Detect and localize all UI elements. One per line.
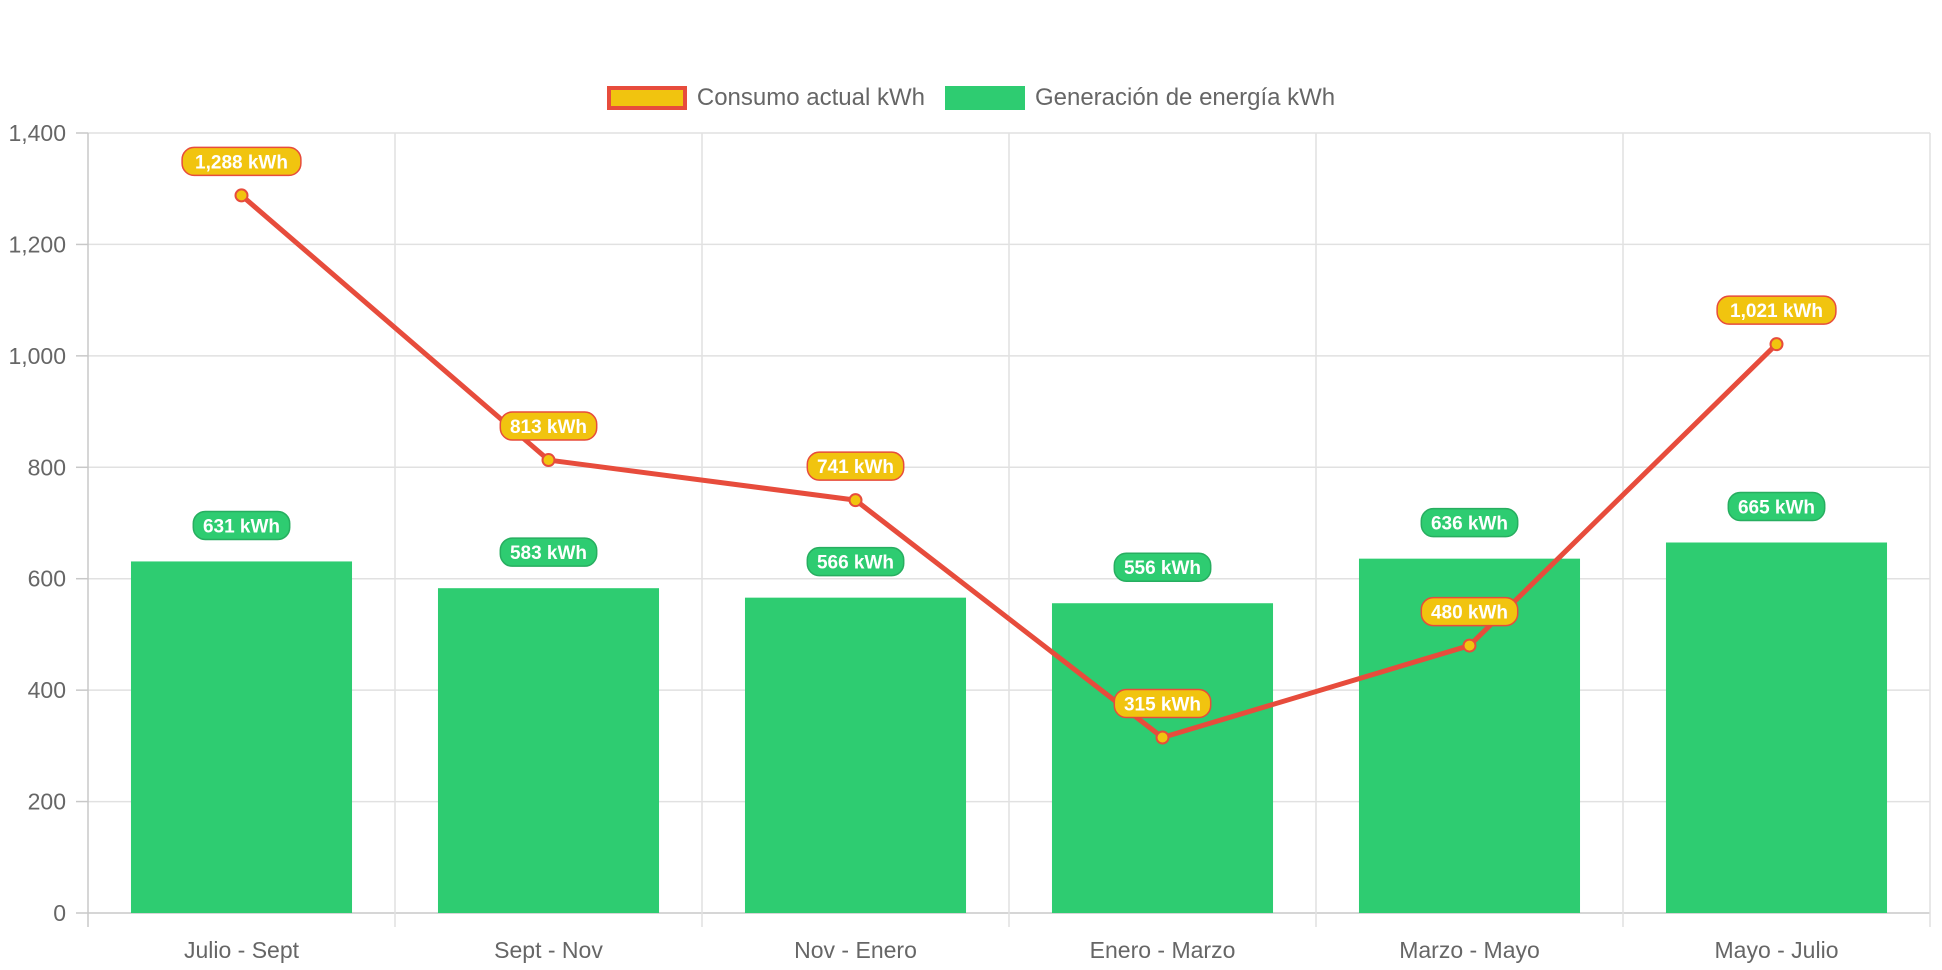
bar-data-label-bg [499, 537, 598, 567]
bar-data-label: 665 kWh [1738, 498, 1815, 519]
line-data-label: 813 kWh [510, 417, 587, 438]
bar-data-label: 566 kWh [817, 553, 894, 574]
line-data-label-bg [1716, 295, 1837, 325]
x-tick-label: Marzo - Mayo [1399, 937, 1540, 963]
bar-data-label-bg [806, 546, 905, 577]
y-tick-label: 600 [28, 566, 66, 592]
bar-data-label: 631 kWh [203, 516, 280, 537]
line-data-label: 1,021 kWh [1730, 301, 1823, 322]
y-tick-label: 0 [53, 900, 66, 926]
line-data-label: 480 kWh [1431, 603, 1508, 624]
y-tick-label: 400 [28, 677, 66, 703]
line-data-label-bg [1113, 688, 1212, 719]
series-line-consumo [239, 193, 1779, 740]
x-tick-label: Julio - Sept [184, 937, 300, 963]
bar-data-label-bg [1727, 491, 1826, 522]
legend-label-generacion: Generación de energía kWh [1034, 84, 1336, 111]
line-point [1769, 337, 1784, 352]
line-data-label: 315 kWh [1124, 695, 1201, 716]
x-tick-label: Nov - Enero [794, 937, 917, 963]
line-data-label-bg [1420, 596, 1519, 627]
line-point [541, 453, 556, 468]
line-data-label-bg [181, 146, 302, 177]
line-point [1155, 730, 1170, 745]
y-tick-label: 800 [28, 454, 66, 480]
bar-data-label-bg [1113, 552, 1212, 582]
legend-label-consumo: Consumo actual kWh [696, 84, 925, 111]
line-point [234, 188, 249, 203]
bar [130, 561, 353, 913]
bar-data-label-bg [1420, 507, 1519, 538]
line-data-label: 1,288 kWh [195, 152, 288, 173]
line-point [1462, 638, 1477, 653]
y-tick-label: 1,400 [8, 120, 66, 146]
line-data-label-bg [499, 411, 598, 441]
legend-item-generacion[interactable]: Generación de energía kWh [944, 84, 1336, 112]
y-tick-label: 1,000 [8, 343, 66, 369]
line-data-label: 741 kWh [817, 457, 894, 478]
bar [744, 597, 967, 913]
x-tick-label: Mayo - Julio [1715, 937, 1839, 963]
legend-swatch-consumo [606, 86, 687, 110]
x-tick-label: Sept - Nov [494, 937, 603, 963]
bar-data-label: 636 kWh [1431, 514, 1508, 535]
bar-data-label-bg [192, 510, 291, 541]
y-tick-label: 1,200 [8, 231, 66, 257]
bar-data-label: 583 kWh [510, 543, 587, 564]
legend-item-consumo[interactable]: Consumo actual kWh [606, 84, 925, 112]
bar [1051, 603, 1274, 913]
bar [437, 588, 660, 913]
x-tick-label: Enero - Marzo [1090, 937, 1236, 963]
legend-swatch-generacion [944, 86, 1025, 110]
bar [1665, 542, 1888, 913]
line-data-label-bg [806, 451, 905, 481]
line-point [848, 493, 863, 508]
bar-data-label: 556 kWh [1124, 558, 1201, 579]
y-tick-label: 200 [28, 789, 66, 815]
legend: Consumo actual kWh Generación de energía… [0, 84, 1942, 112]
